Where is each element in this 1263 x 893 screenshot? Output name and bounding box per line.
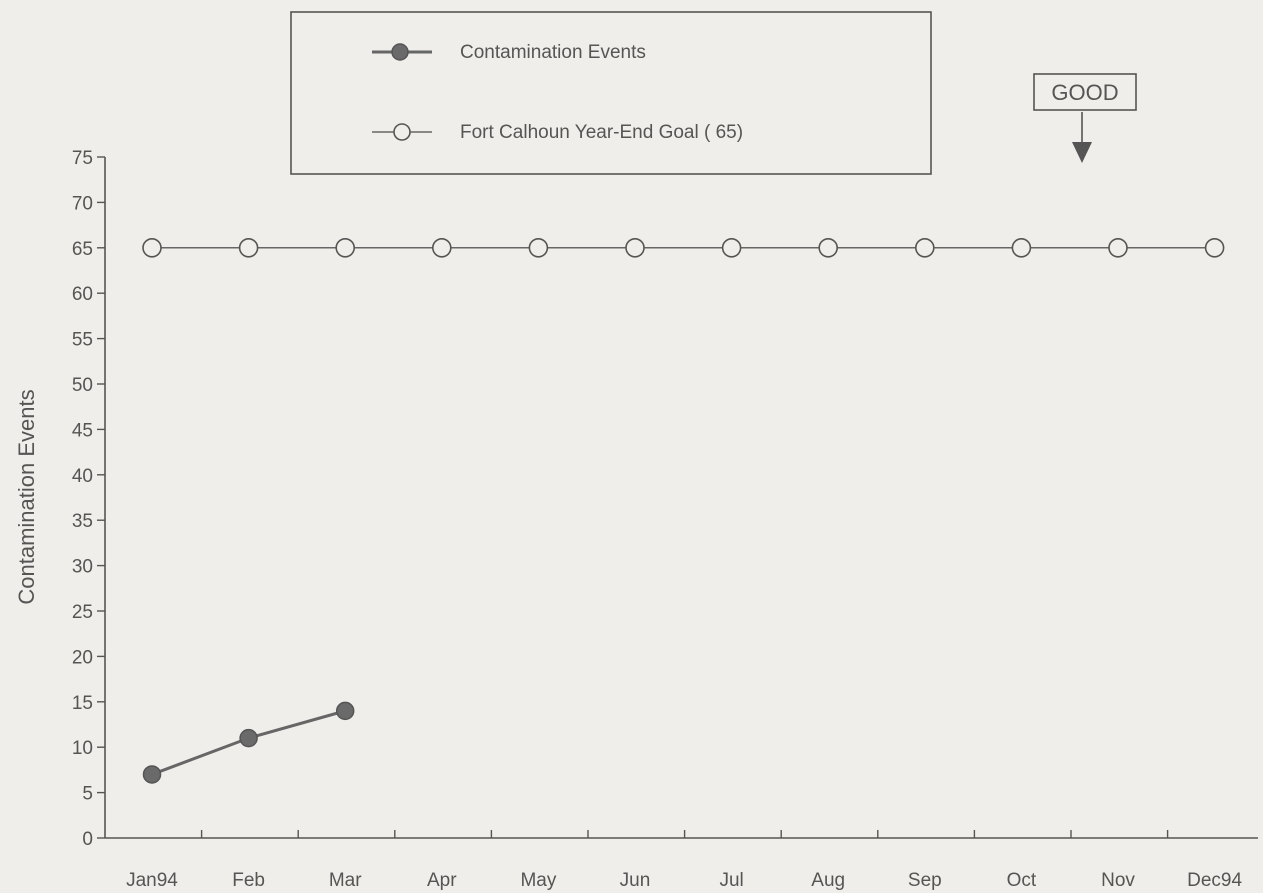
y-axis-label: Contamination Events	[14, 389, 39, 604]
x-tick-label: Aug	[811, 870, 845, 891]
y-tick-label: 40	[72, 466, 93, 487]
x-tick-label: Jan94	[126, 870, 178, 891]
series-goal	[142, 238, 1225, 258]
x-tick-label: Nov	[1101, 870, 1135, 891]
y-tick-label: 20	[72, 647, 93, 668]
legend-marker-filled-circle	[391, 43, 409, 61]
contamination-point	[335, 701, 355, 721]
y-tick-label: 60	[72, 284, 93, 305]
y-tick-label: 25	[72, 602, 93, 623]
y-tick-label: 70	[72, 193, 93, 214]
x-tick-label: Mar	[329, 870, 362, 891]
legend-box	[290, 11, 932, 175]
goal-point	[431, 238, 452, 258]
x-ticks: Jan94 Feb Mar Apr May Jun Jul Aug Sep Oct Nov Dec94	[126, 830, 1242, 891]
goal-point	[818, 238, 839, 258]
good-box	[1033, 73, 1137, 111]
legend-entry-contamination: Contamination Events	[372, 42, 646, 63]
y-tick-label: 75	[72, 148, 93, 169]
x-tick-label: Dec94	[1187, 870, 1242, 891]
y-tick-label: 5	[82, 784, 93, 805]
y-tick-label: 35	[72, 511, 93, 532]
legend-entry-goal: Fort Calhoun Year-End Goal ( 65)	[372, 122, 743, 143]
x-tick-label: Jul	[719, 870, 743, 891]
x-tick-label: Jun	[620, 870, 651, 891]
legend-marker-open-circle	[393, 123, 411, 141]
legend-label-contamination: Contamination Events	[460, 42, 646, 63]
goal-point	[142, 238, 162, 258]
y-tick-label: 30	[72, 557, 93, 578]
good-label: GOOD	[1051, 80, 1118, 105]
goal-point	[335, 238, 356, 258]
y-tick-label: 10	[72, 738, 93, 759]
x-tick-label: Apr	[427, 870, 457, 891]
goal-point	[1011, 238, 1032, 258]
legend: Contamination Events Fort Calhoun Year-E…	[290, 11, 932, 175]
x-tick-label: Feb	[232, 870, 265, 891]
goal-point	[625, 238, 645, 258]
y-tick-label: 15	[72, 693, 93, 714]
contamination-point	[239, 728, 258, 748]
goal-point	[914, 238, 935, 258]
good-annotation: GOOD	[1033, 73, 1137, 163]
legend-label-goal: Fort Calhoun Year-End Goal ( 65)	[460, 122, 743, 143]
y-tick-label: 65	[72, 239, 93, 260]
y-ticks: 0 5 10 15 20 25 30 35 40 45 50 55 60 65 70 75	[72, 148, 105, 850]
series-contamination	[142, 701, 355, 784]
contamination-point	[142, 765, 162, 784]
x-tick-label: Sep	[908, 870, 942, 891]
goal-point	[528, 238, 549, 258]
x-tick-label: May	[520, 870, 556, 891]
good-arrow-head-icon	[1072, 142, 1092, 163]
goal-point	[721, 238, 742, 258]
y-tick-label: 55	[72, 330, 93, 351]
y-tick-label: 45	[72, 420, 93, 441]
y-tick-label: 50	[72, 375, 93, 396]
goal-point	[1204, 238, 1225, 258]
y-tick-label: 0	[82, 829, 93, 850]
goal-point	[238, 238, 259, 258]
goal-point	[1108, 238, 1128, 258]
x-tick-label: Oct	[1007, 870, 1037, 891]
